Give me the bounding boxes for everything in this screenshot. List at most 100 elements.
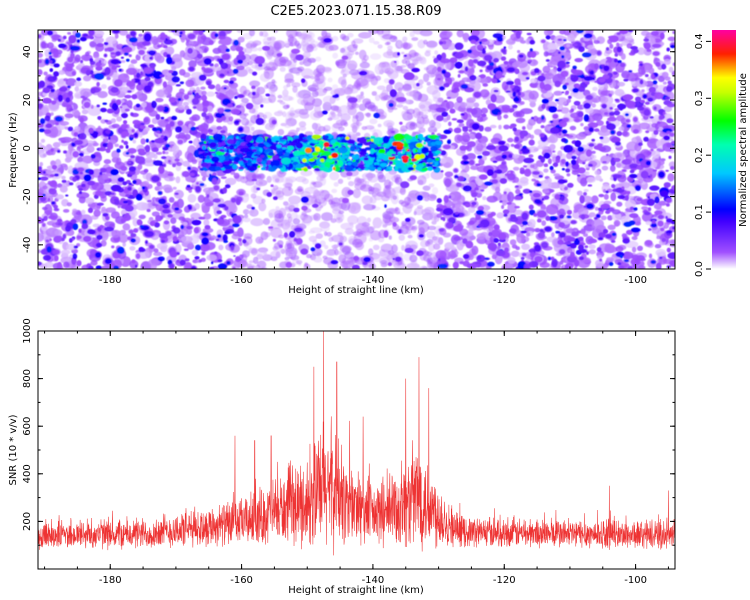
heatmap-cell: [296, 127, 300, 132]
heatmap-cell: [252, 210, 258, 217]
heatmap-cell: [628, 70, 632, 73]
heatmap-cell: [297, 186, 303, 193]
heatmap-cell: [105, 207, 116, 213]
heatmap-cell: [38, 128, 45, 133]
heatmap-cell: [67, 56, 74, 63]
heatmap-cell: [163, 164, 166, 167]
heatmap-cell: [575, 133, 587, 140]
heatmap-cell: [373, 41, 380, 45]
heatmap-cell: [241, 97, 249, 104]
heatmap-cell: [451, 203, 456, 209]
heatmap-cell: [38, 232, 45, 242]
heatmap-cell: [162, 184, 173, 192]
heatmap-cell: [448, 250, 457, 260]
heatmap-cell: [175, 126, 183, 133]
heatmap-cell: [519, 193, 523, 196]
heatmap-cell: [501, 205, 505, 209]
heatmap-cell: [332, 52, 339, 59]
heatmap-cell: [578, 46, 585, 53]
heatmap-cell: [74, 54, 81, 63]
heatmap-cell: [366, 217, 372, 223]
heatmap-cell: [426, 64, 437, 75]
heatmap-cell: [559, 183, 565, 189]
heatmap-cell: [257, 173, 266, 180]
heatmap-cell: [175, 84, 181, 87]
heatmap-cell: [512, 154, 520, 159]
heatmap-cell: [52, 142, 61, 148]
heatmap-cell: [583, 233, 588, 237]
heatmap-cell: [496, 212, 505, 219]
heatmap-cell: [57, 150, 61, 153]
heatmap-cell: [520, 256, 525, 260]
heatmap-cell: [291, 48, 300, 54]
heatmap-cell: [173, 201, 179, 206]
heatmap-cell: [201, 176, 207, 182]
heatmap-cell: [377, 63, 390, 73]
heatmap-cell: [129, 246, 136, 251]
heatmap-cell: [81, 183, 86, 188]
heatmap-cell: [431, 187, 439, 195]
heatmap-cell: [309, 76, 316, 80]
heatmap-cell: [639, 99, 646, 104]
heatmap-cell: [135, 202, 149, 211]
heatmap-cell: [406, 108, 415, 115]
heatmap-cell: [346, 171, 353, 177]
heatmap-cell: [383, 120, 395, 128]
heatmap-cell: [452, 81, 461, 88]
heatmap-cell: [335, 217, 343, 224]
heatmap-cell: [166, 72, 171, 77]
heatmap-cell: [639, 63, 643, 67]
heatmap-cell: [522, 220, 528, 226]
heatmap-cell: [610, 192, 617, 202]
heatmap-cell: [179, 81, 184, 85]
heatmap-cell: [331, 35, 339, 42]
heatmap-cell: [580, 122, 584, 127]
heatmap-cell: [658, 214, 664, 220]
heatmap-cell: [286, 243, 292, 250]
heatmap-cell: [197, 53, 203, 59]
heatmap-cell: [247, 60, 254, 66]
heatmap-cell: [610, 164, 616, 172]
heatmap-cell: [618, 126, 625, 131]
heatmap-cell: [541, 241, 549, 249]
heatmap-cell: [585, 95, 594, 100]
heatmap-cell: [41, 223, 46, 227]
heatmap-cell: [515, 188, 521, 195]
heatmap-cell: [263, 111, 273, 119]
heatmap-cell: [226, 261, 231, 265]
heatmap-cell: [111, 229, 121, 238]
heatmap-cell: [55, 194, 64, 200]
heatmap-cell: [554, 80, 561, 88]
heatmap-cell: [113, 265, 119, 269]
heatmap-cell: [336, 61, 340, 67]
heatmap-cell: [633, 72, 643, 78]
heatmap-cell: [460, 84, 469, 89]
heatmap-cell: [543, 51, 549, 57]
heatmap-cell: [119, 106, 123, 109]
heatmap-cell: [121, 112, 128, 119]
heatmap-cell: [38, 91, 42, 97]
heatmap-cell: [196, 182, 199, 185]
heatmap-cell: [458, 122, 465, 127]
heatmap-cell: [74, 86, 80, 92]
heatmap-cell: [318, 65, 327, 73]
heatmap-cell: [123, 140, 129, 146]
heatmap-cell: [334, 93, 339, 97]
heatmap-cell: [172, 186, 177, 190]
heatmap-cell: [402, 84, 412, 92]
heatmap-cell: [424, 51, 431, 57]
heatmap-cell: [328, 237, 334, 242]
heatmap-cell: [530, 164, 535, 169]
heatmap-cell: [632, 88, 639, 93]
heatmap-cell: [538, 180, 552, 190]
heatmap-cell: [99, 107, 107, 113]
heatmap-cell: [444, 178, 452, 188]
heatmap-cell: [322, 255, 328, 260]
heatmap-cell: [377, 123, 382, 128]
heatmap-cell: [309, 195, 317, 199]
heatmap-cell: [143, 33, 152, 42]
heatmap-cell: [157, 105, 165, 112]
heatmap-cell: [471, 107, 483, 118]
heatmap-cell: [191, 97, 200, 105]
heatmap-cell: [255, 117, 264, 125]
